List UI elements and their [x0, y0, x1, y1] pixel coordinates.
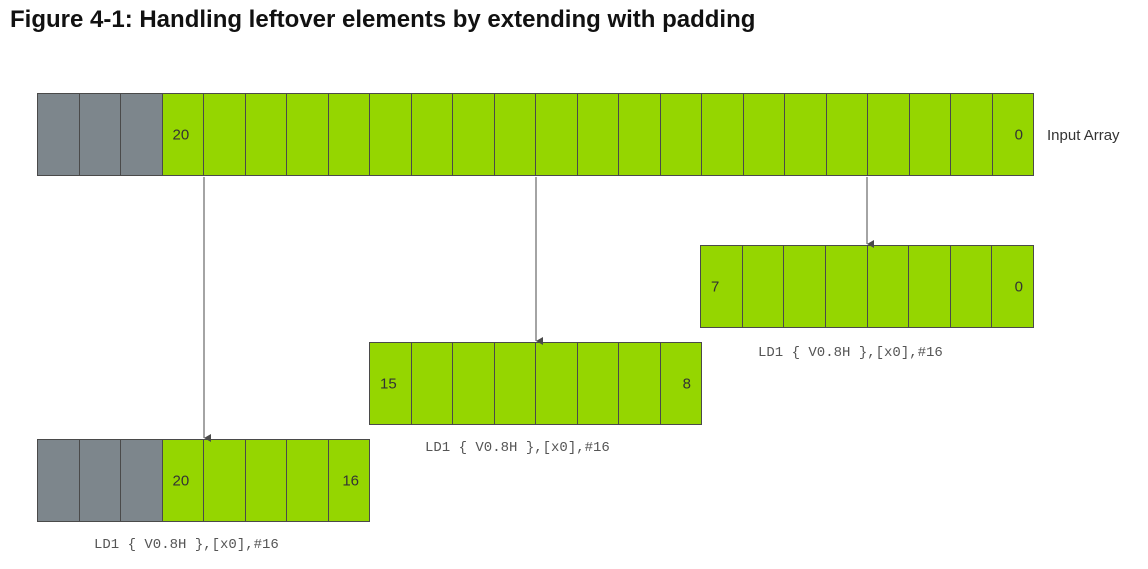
input-array-data-cell [868, 94, 910, 175]
load-3-last-element-label: 16 [342, 472, 359, 489]
vector-register-load-2: 15 8 [369, 342, 702, 425]
input-array-padding-cell [121, 94, 163, 175]
input-array-data-cell [785, 94, 827, 175]
input-array-padding-cell [38, 94, 80, 175]
load-2-data-cell [411, 343, 453, 424]
load-2-data-cell [577, 343, 619, 424]
input-array-data-cell [826, 94, 868, 175]
load-3-padding-cell [38, 440, 80, 521]
load-1-data-cell [867, 246, 910, 327]
input-array-last-element-label: 0 [1014, 126, 1023, 143]
input-array-data-cell [536, 94, 578, 175]
load-1-data-cell [784, 246, 826, 327]
instruction-load-3: LD1 { V0.8H },[x0],#16 [94, 537, 279, 553]
input-array-data-cell [619, 94, 661, 175]
load-3-data-cell: 16 [328, 440, 369, 521]
input-array-data-cell [660, 94, 702, 175]
load-3-data-cell [287, 440, 329, 521]
input-array-data-cell [204, 94, 246, 175]
input-array-padding-cell [79, 94, 121, 175]
input-array-data-cell [743, 94, 785, 175]
load-1-data-cell [825, 246, 868, 327]
load-1-data-cell [950, 246, 993, 327]
input-array-data-cell [951, 94, 993, 175]
load-2-data-cell [494, 343, 536, 424]
figure-title: Figure 4-1: Handling leftover elements b… [10, 6, 756, 33]
input-array-data-cell [453, 94, 495, 175]
load-2-data-cell [453, 343, 495, 424]
input-array-data-cell [909, 94, 951, 175]
load-1-data-cell: 0 [992, 246, 1033, 327]
instruction-load-1: LD1 { V0.8H },[x0],#16 [758, 345, 943, 361]
input-array-data-cell [370, 94, 412, 175]
input-array-label: Input Array [1047, 127, 1120, 144]
load-1-data-cell [909, 246, 951, 327]
load-2-first-element-label: 15 [380, 375, 397, 392]
input-array-data-cell [494, 94, 536, 175]
load-2-data-cell [536, 343, 578, 424]
input-array-data-cell [702, 94, 744, 175]
input-array-data-cell [287, 94, 329, 175]
load-3-data-cell [204, 440, 246, 521]
load-3-data-cell [245, 440, 287, 521]
load-3-padding-cell [121, 440, 163, 521]
input-array-data-cell [245, 94, 287, 175]
load-3-first-element-label: 20 [172, 472, 190, 489]
input-array-row: 20 0 [37, 93, 1034, 176]
load-1-first-element-label: 7 [711, 278, 720, 295]
input-array-data-cell: 0 [992, 94, 1033, 175]
load-3-data-cell: 20 [162, 440, 204, 521]
input-array-first-element-label: 20 [172, 126, 190, 143]
load-2-data-cell: 15 [370, 343, 412, 424]
input-array-data-cell: 20 [162, 94, 204, 175]
load-2-data-cell [619, 343, 661, 424]
instruction-load-2: LD1 { V0.8H },[x0],#16 [425, 440, 610, 456]
input-array-data-cell [328, 94, 370, 175]
load-3-padding-cell [79, 440, 121, 521]
input-array-data-cell [411, 94, 453, 175]
input-array-data-cell [577, 94, 619, 175]
load-1-last-element-label: 0 [1014, 278, 1023, 295]
load-2-data-cell: 8 [660, 343, 701, 424]
load-1-data-cell [742, 246, 785, 327]
vector-register-load-3: 20 16 [37, 439, 370, 522]
load-2-last-element-label: 8 [682, 375, 691, 392]
load-1-data-cell: 7 [701, 246, 743, 327]
